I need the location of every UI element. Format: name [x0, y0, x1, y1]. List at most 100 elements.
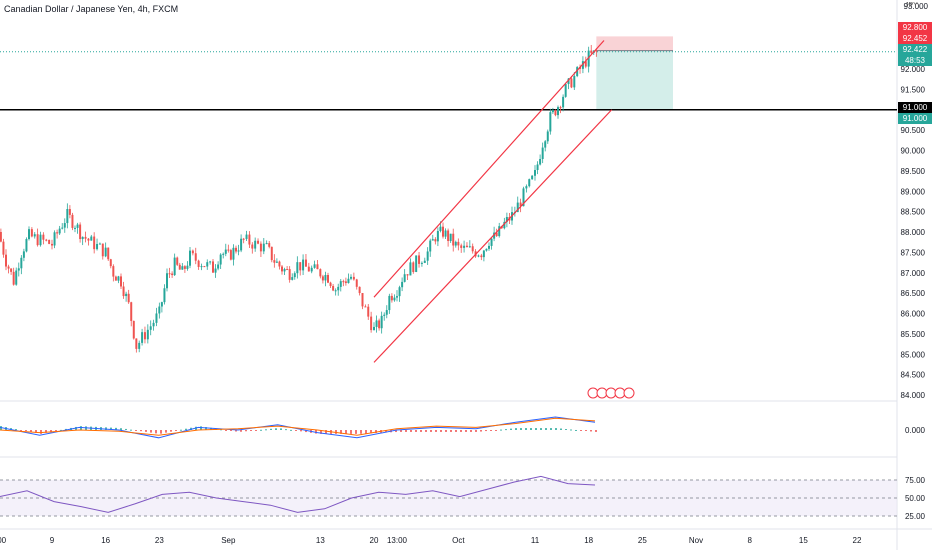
macd-histogram-bar — [400, 430, 402, 432]
candle-body — [439, 226, 442, 232]
macd-histogram-bar — [530, 428, 532, 430]
candle-body — [546, 131, 549, 142]
macd-histogram-bar — [385, 430, 387, 433]
candle-body — [7, 266, 10, 269]
macd-histogram-bar — [270, 428, 272, 430]
time-tick-label: Oct — [452, 536, 465, 545]
candle-body — [48, 240, 51, 244]
price-tick-label: 88.500 — [901, 208, 926, 217]
macd-histogram-bar — [340, 430, 342, 434]
macd-histogram-bar — [50, 430, 52, 432]
candle-body — [229, 250, 232, 260]
candle-body — [431, 239, 434, 241]
macd-histogram-bar — [280, 428, 282, 430]
macd-histogram-bar — [235, 430, 237, 432]
candle-body — [350, 276, 352, 279]
candle-body — [406, 274, 409, 276]
candle-body — [337, 286, 340, 291]
macd-histogram-bar — [540, 428, 542, 430]
candle-body — [393, 297, 396, 301]
macd-histogram-bar — [285, 429, 287, 431]
time-tick-label: Nov — [689, 536, 703, 545]
candle-body — [254, 240, 257, 249]
macd-histogram-bar — [565, 429, 567, 431]
candle-body — [171, 273, 174, 276]
candle-body — [71, 214, 74, 228]
price-tick-label: 90.000 — [901, 147, 926, 156]
candle-body — [20, 257, 23, 269]
time-tick-label: Sep — [221, 536, 236, 545]
candle-body — [539, 158, 542, 165]
candle-body — [93, 236, 96, 250]
candle-body — [361, 293, 364, 307]
macd-histogram-bar — [210, 427, 212, 430]
macd-signal-line — [0, 417, 596, 436]
macd-histogram-bar — [230, 430, 232, 431]
candle-body — [160, 302, 163, 307]
time-tick-label: 16 — [101, 536, 110, 545]
macd-histogram-bar — [455, 430, 457, 432]
macd-histogram-bar — [425, 430, 427, 432]
macd-histogram-bar — [155, 430, 157, 434]
candle-body — [415, 255, 418, 272]
candle-body — [316, 264, 319, 270]
time-tick-label: 20 — [370, 536, 379, 545]
candle-body — [423, 260, 426, 263]
candle-body — [584, 61, 587, 67]
macd-histogram-bar — [125, 428, 127, 430]
price-tick-label: 84.000 — [901, 391, 926, 400]
candle-body — [66, 209, 69, 224]
candle-body — [84, 236, 87, 239]
candle-body — [576, 67, 579, 77]
macd-histogram-bar — [450, 430, 452, 432]
candle-body — [534, 170, 536, 176]
macd-histogram-bar — [520, 428, 522, 430]
candle-body — [122, 286, 125, 297]
candle-body — [519, 202, 522, 207]
macd-histogram-bar — [320, 430, 322, 434]
candle-body — [107, 247, 110, 260]
level-price-tag: 91.000 — [898, 102, 932, 113]
macd-histogram-bar — [80, 426, 82, 430]
macd-histogram-bar — [40, 430, 42, 434]
candle-body — [567, 78, 570, 85]
rsi-band — [0, 480, 897, 516]
candle-body — [373, 326, 375, 331]
candle-body — [288, 269, 291, 280]
candle-body — [109, 259, 112, 267]
macd-histogram-bar — [120, 428, 122, 430]
candle-body — [302, 259, 305, 271]
candle-body — [87, 238, 90, 241]
macd-histogram-bar — [360, 430, 362, 434]
candle-body — [173, 257, 176, 276]
price-tick-label: 87.000 — [901, 269, 926, 278]
candle-body — [310, 267, 313, 272]
candle-body — [564, 84, 567, 97]
candle-body — [516, 202, 519, 213]
candle-body — [155, 313, 158, 323]
candle-body — [194, 253, 197, 261]
candle-body — [203, 266, 206, 268]
time-tick-label: 25 — [638, 536, 647, 545]
candle-body — [227, 249, 230, 251]
time-tick-label: 18 — [584, 536, 593, 545]
macd-histogram-bar — [525, 428, 527, 430]
price-tick-label: 90.500 — [901, 126, 926, 135]
candle-body — [570, 78, 573, 88]
macd-histogram-bar — [595, 430, 597, 432]
candle-body — [237, 250, 240, 252]
candle-body — [390, 295, 393, 301]
macd-histogram-bar — [300, 430, 302, 432]
candle-body — [248, 234, 251, 245]
candle-body — [503, 221, 506, 229]
candle-body — [358, 286, 361, 294]
candle-body — [219, 254, 222, 265]
candle-body — [327, 275, 329, 283]
channel-line-1 — [373, 40, 605, 298]
time-tick-label: 23 — [155, 536, 164, 545]
candle-body — [375, 320, 378, 327]
candle-body — [96, 243, 99, 250]
macd-histogram-bar — [20, 430, 22, 431]
